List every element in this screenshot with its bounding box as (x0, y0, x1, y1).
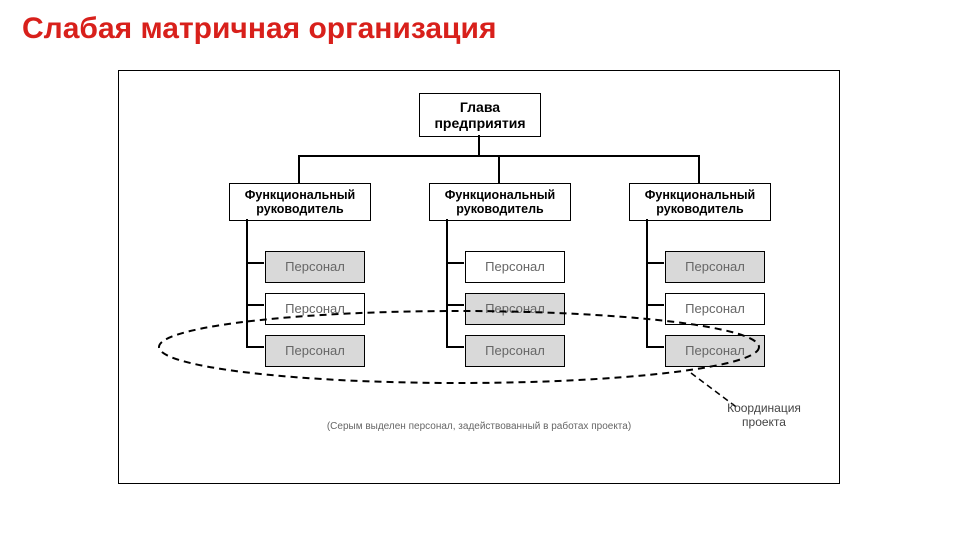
coordination-label: Координацияпроекта (709, 401, 819, 430)
footnote: (Серым выделен персонал, задействованный… (289, 421, 669, 432)
diagram-frame: ГлавапредприятияФункциональныйруководите… (118, 70, 840, 484)
page-title: Слабая матричная организация (0, 0, 960, 52)
